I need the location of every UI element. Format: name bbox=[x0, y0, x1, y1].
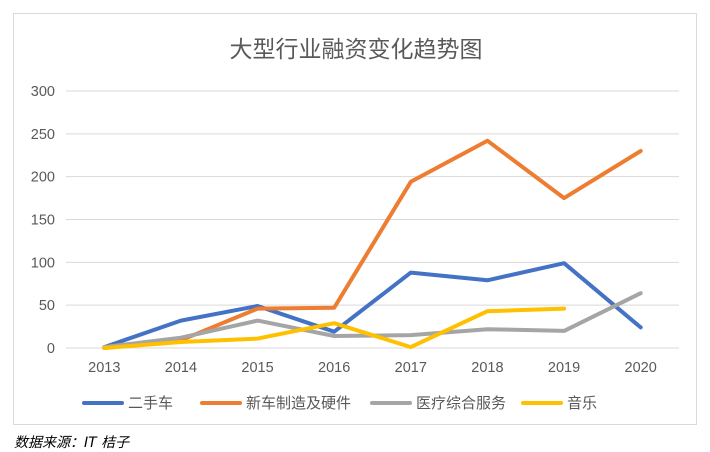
x-tick-label: 2018 bbox=[471, 360, 503, 376]
series-lines bbox=[102, 138, 643, 350]
y-tick-label: 200 bbox=[31, 170, 55, 186]
x-tick-label: 2019 bbox=[548, 360, 580, 376]
y-tick-label: 300 bbox=[31, 84, 55, 100]
x-tick-label: 2017 bbox=[395, 360, 427, 376]
y-tick-label: 0 bbox=[47, 341, 55, 357]
legend-label-2: 新车制造及硬件 bbox=[246, 394, 351, 412]
series-line-1 bbox=[102, 261, 643, 350]
series-line-2 bbox=[102, 138, 643, 350]
x-tick-label: 2016 bbox=[318, 360, 350, 376]
y-tick-label: 250 bbox=[31, 127, 55, 143]
chart-frame: 大型行业融资变化趋势图 0 50 100 150 200 250 300 2013 2014 2… bbox=[13, 13, 697, 425]
x-tick-label: 2015 bbox=[241, 360, 273, 376]
legend-label-1: 二手车 bbox=[128, 394, 173, 412]
x-tick-label: 2013 bbox=[88, 360, 120, 376]
source-note: 数据来源：IT 桔子 bbox=[14, 435, 130, 451]
chart-title: 大型行业融资变化趋势图 bbox=[230, 37, 483, 63]
legend: 二手车 新车制造及硬件 医疗综合服务 音乐 bbox=[82, 394, 597, 412]
x-tick-label: 2020 bbox=[625, 360, 657, 376]
x-axis-tick-labels: 2013 2014 2015 2016 2017 2018 2019 2020 bbox=[88, 360, 657, 376]
x-tick-label: 2014 bbox=[165, 360, 197, 376]
y-tick-label: 150 bbox=[31, 213, 55, 229]
y-tick-label: 100 bbox=[31, 255, 55, 271]
legend-label-4: 音乐 bbox=[567, 394, 597, 412]
y-axis-tick-labels: 0 50 100 150 200 250 300 bbox=[31, 84, 55, 357]
gridlines bbox=[66, 90, 679, 349]
series-line-4 bbox=[102, 306, 567, 350]
legend-label-3: 医疗综合服务 bbox=[416, 394, 506, 412]
y-tick-label: 50 bbox=[39, 298, 55, 314]
